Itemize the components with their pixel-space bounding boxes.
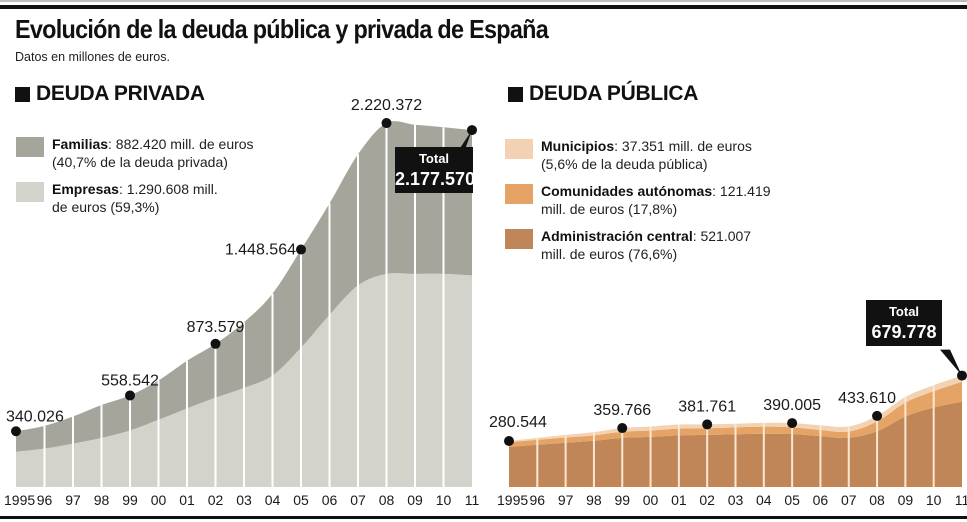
x-tick-label: 05 [784,492,800,508]
data-point-marker [787,418,798,429]
bottom-rule [0,516,967,519]
chart-title: Evolución de la deuda pública y privada … [15,14,549,44]
x-tick-label: 07 [841,492,857,508]
legend-swatch-municipios [505,139,533,159]
legend-text: : 521.007 mill. de euros (76,6%) [541,228,752,262]
legend-name: Administración central [541,228,693,244]
top-rule [0,5,967,9]
x-tick-label: 06 [322,492,338,508]
data-label: 2.220.372 [351,97,422,114]
data-label: 433.610 [838,390,896,407]
legend-swatch-familias [16,137,44,157]
top-rule-thin [0,0,967,2]
x-tick-label: 08 [869,492,885,508]
legend-item-central: Administración central: 521.007 mill. de… [505,227,775,263]
x-tick-label: 03 [236,492,252,508]
legend-text: : 121.419 mill. de euros (17,8%) [541,183,771,217]
square-bullet-icon [15,86,30,102]
legend-item-empresas: Empresas: 1.290.608 mill. de euros (59,3… [16,180,266,216]
legend-name: Comunidades autónomas [541,183,713,199]
data-label: 1.448.564 [225,242,296,259]
x-tick-label: 10 [436,492,452,508]
x-tick-label: 05 [293,492,309,508]
x-tick-label: 06 [813,492,829,508]
data-point-marker [296,244,306,255]
square-bullet-icon [508,86,523,102]
data-point-marker [125,390,135,401]
data-point-marker [702,419,713,430]
x-tick-label: 04 [756,492,772,508]
x-tick-label: 11 [955,492,967,508]
x-tick-label: 00 [643,492,659,508]
x-tick-label: 98 [94,492,110,508]
x-tick-label: 96 [530,492,546,508]
x-tick-label: 08 [379,492,395,508]
private-section-heading: DEUDA PRIVADA [15,82,205,106]
private-total-callout: Total 2.177.570 [395,147,476,193]
private-section-title: DEUDA PRIVADA [36,82,205,105]
legend-text: : 1.290.608 mill. de euros (59,3%) [52,181,218,215]
x-tick-label: 1995 [4,492,35,508]
data-label: 873.579 [187,319,245,336]
data-label: 280.544 [489,414,547,431]
total-value: 2.177.570 [395,169,476,189]
data-label: 390.005 [763,397,821,414]
x-tick-label: 96 [37,492,53,508]
legend-text: : 37.351 mill. de euros (5,6% de la deud… [541,138,752,172]
legend-name: Empresas [52,181,119,197]
legend-name: Municipios [541,138,615,154]
private-legend: Familias: 882.420 mill. de euros (40,7% … [16,135,266,225]
public-section-title: DEUDA PÚBLICA [529,82,699,105]
public-section-heading: DEUDA PÚBLICA [508,82,698,106]
data-point-marker [210,338,221,349]
total-value: 679.778 [871,322,937,342]
chart-subtitle: Datos en millones de euros. [15,50,170,64]
data-point-marker [872,410,883,421]
x-tick-label: 99 [122,492,138,508]
legend-swatch-empresas [16,182,44,202]
x-tick-label: 09 [898,492,914,508]
legend-text: : 882.420 mill. de euros (40,7% de la de… [52,136,254,170]
legend-name: Familias [52,136,109,152]
callout-pointer [940,349,962,376]
x-tick-label: 97 [65,492,81,508]
legend-item-familias: Familias: 882.420 mill. de euros (40,7% … [16,135,266,171]
x-tick-label: 97 [558,492,574,508]
x-tick-label: 99 [614,492,630,508]
x-tick-label: 03 [728,492,744,508]
x-tick-label: 09 [407,492,423,508]
data-point-marker [11,426,21,437]
x-tick-label: 10 [926,492,942,508]
x-tick-label: 98 [586,492,602,508]
public-legend: Municipios: 37.351 mill. de euros (5,6% … [505,137,775,272]
x-tick-label: 1995 [497,492,528,508]
public-total-callout: Total 679.778 [866,300,942,346]
x-tick-label: 04 [265,492,281,508]
data-label: 558.542 [101,372,159,389]
legend-swatch-comunidades [505,184,533,204]
x-tick-label: 01 [179,492,195,508]
total-label: Total [418,151,450,166]
legend-item-comunidades: Comunidades autónomas: 121.419 mill. de … [505,182,775,218]
data-label: 359.766 [593,402,651,419]
data-label: 340.026 [6,408,64,425]
x-tick-label: 11 [465,492,480,508]
x-tick-label: 01 [671,492,687,508]
x-tick-label: 07 [350,492,366,508]
data-point-marker [504,436,514,447]
data-label: 381.761 [678,398,736,415]
legend-swatch-central [505,229,533,249]
x-tick-label: 00 [151,492,167,508]
data-point-marker [381,118,392,129]
x-tick-label: 02 [699,492,715,508]
x-tick-label: 02 [208,492,224,508]
total-label: Total [888,304,920,319]
legend-item-municipios: Municipios: 37.351 mill. de euros (5,6% … [505,137,775,173]
data-point-marker [617,423,628,434]
